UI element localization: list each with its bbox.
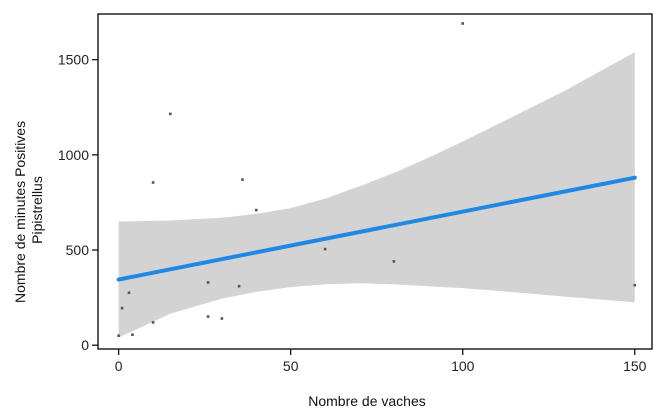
x-tick-label: 100 <box>451 358 475 374</box>
data-point <box>392 260 396 263</box>
y-tick-label: 1000 <box>58 147 89 163</box>
y-tick-label: 0 <box>81 337 89 353</box>
x-axis-label: Nombre de vaches <box>308 393 426 409</box>
x-tick-label: 50 <box>283 358 299 374</box>
data-point <box>206 315 210 318</box>
data-point <box>461 22 464 25</box>
points-layer <box>117 22 637 337</box>
data-point <box>633 283 637 287</box>
y-axis: 0 500 1000 1500 <box>58 52 98 353</box>
confidence-band-layer <box>118 52 635 338</box>
y-tick-label: 1500 <box>58 52 89 68</box>
y-axis-label: Nombre de minutes Positives Pipistrellus <box>12 117 45 303</box>
regression-line <box>116 175 637 282</box>
data-point <box>151 321 155 324</box>
data-point <box>120 306 124 310</box>
data-point <box>323 247 327 251</box>
data-point <box>220 317 224 320</box>
data-point <box>241 178 244 181</box>
data-point <box>117 334 120 337</box>
x-axis: 0 50 100 150 <box>115 349 647 374</box>
data-point <box>206 281 210 284</box>
y-tick-label: 500 <box>66 242 90 258</box>
y-axis-label-line-1: Nombre de minutes Positives <box>12 121 28 303</box>
confidence-band <box>118 52 635 338</box>
data-point <box>151 181 155 184</box>
y-axis-label-line-2: Pipistrellus <box>29 176 45 244</box>
data-point <box>131 333 134 336</box>
data-point <box>127 291 131 295</box>
data-point <box>237 284 241 288</box>
fit-line-layer <box>116 175 637 282</box>
data-point <box>255 208 258 212</box>
x-tick-label: 0 <box>115 358 123 374</box>
x-tick-label: 150 <box>623 358 647 374</box>
data-point <box>169 112 172 116</box>
plot-frame <box>97 13 653 350</box>
